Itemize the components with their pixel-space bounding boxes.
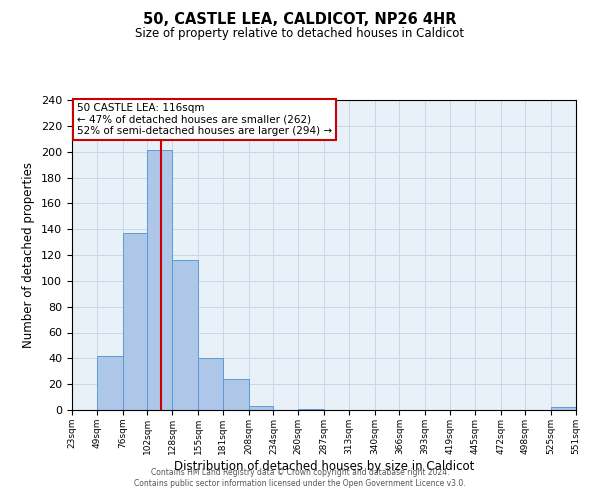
Y-axis label: Number of detached properties: Number of detached properties bbox=[22, 162, 35, 348]
Bar bbox=[172, 260, 198, 410]
Bar bbox=[148, 150, 172, 410]
Bar bbox=[198, 358, 223, 410]
X-axis label: Distribution of detached houses by size in Caldicot: Distribution of detached houses by size … bbox=[174, 460, 474, 472]
Bar bbox=[97, 356, 122, 410]
Text: Contains HM Land Registry data © Crown copyright and database right 2024.
Contai: Contains HM Land Registry data © Crown c… bbox=[134, 468, 466, 487]
Text: 50, CASTLE LEA, CALDICOT, NP26 4HR: 50, CASTLE LEA, CALDICOT, NP26 4HR bbox=[143, 12, 457, 28]
Text: 50 CASTLE LEA: 116sqm
← 47% of detached houses are smaller (262)
52% of semi-det: 50 CASTLE LEA: 116sqm ← 47% of detached … bbox=[77, 103, 332, 136]
Bar bbox=[223, 379, 248, 410]
Bar bbox=[248, 406, 274, 410]
Bar bbox=[551, 408, 576, 410]
Text: Size of property relative to detached houses in Caldicot: Size of property relative to detached ho… bbox=[136, 28, 464, 40]
Bar bbox=[122, 233, 148, 410]
Bar bbox=[298, 408, 324, 410]
